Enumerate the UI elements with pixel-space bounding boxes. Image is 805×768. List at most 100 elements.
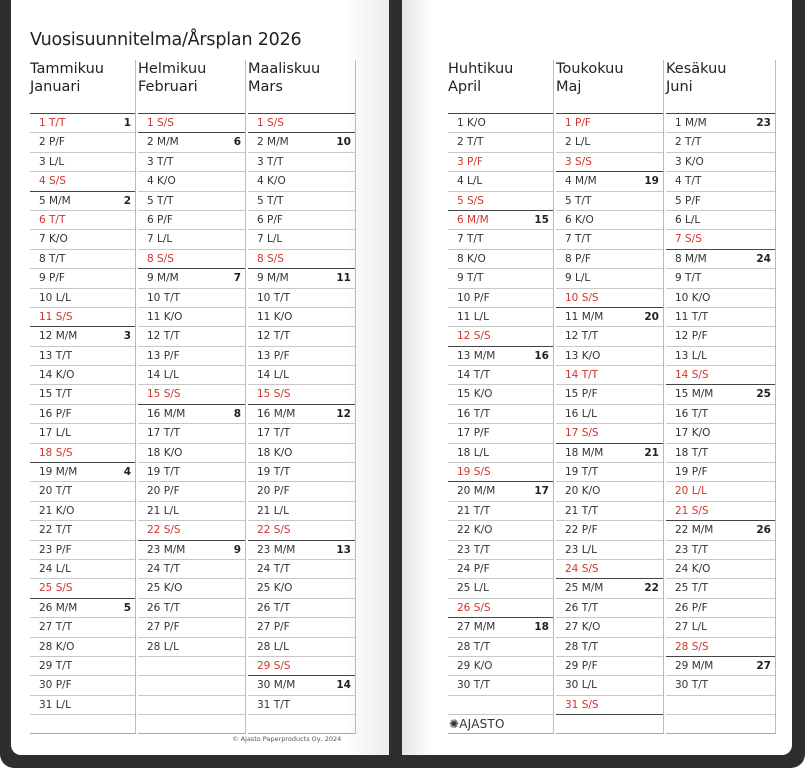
day-label: 13 P/F <box>257 349 290 362</box>
day-label: 28 L/L <box>257 640 289 653</box>
day-label: 9 M/M <box>147 272 179 285</box>
day-row: 11 T/T <box>666 306 775 326</box>
day-label: 21 L/L <box>147 504 179 517</box>
day-row: 7 L/L <box>248 229 355 248</box>
day-row: 11 K/O <box>248 306 355 326</box>
day-row: 2 T/T <box>448 132 553 151</box>
day-label: 1 M/M <box>675 117 707 129</box>
day-row: 2 M/M 6 <box>138 132 245 151</box>
day-label: 9 L/L <box>565 272 591 285</box>
day-row: 21 T/T <box>448 500 553 520</box>
day-label: 18 M/M <box>565 446 604 459</box>
day-row: 1 M/M 23 <box>666 113 775 132</box>
day-row: 11 L/L <box>448 306 553 326</box>
day-label: 12 M/M <box>39 330 78 343</box>
day-row: 31 T/T <box>248 694 355 714</box>
empty-row <box>248 714 355 734</box>
day-label: 31 S/S <box>565 698 599 711</box>
day-row: 20 T/T <box>30 481 135 500</box>
day-label: 31 T/T <box>257 698 291 711</box>
day-row: 4 M/M 19 <box>556 171 663 190</box>
day-label: 17 P/F <box>457 427 490 440</box>
day-row: 15 S/S <box>138 384 245 403</box>
empty-row <box>666 694 775 714</box>
week-number: 15 <box>534 213 549 226</box>
day-label: 12 S/S <box>457 330 491 343</box>
day-row: 8 M/M 24 <box>666 248 775 268</box>
day-label: 23 M/M <box>147 543 186 556</box>
day-row: 1 S/S <box>248 113 355 132</box>
week-number: 18 <box>534 621 549 634</box>
empty-row <box>30 714 135 734</box>
day-row: 11 K/O <box>138 306 245 326</box>
day-label: 12 T/T <box>565 330 599 343</box>
day-row: 24 T/T <box>138 558 245 578</box>
day-row: 14 T/T <box>556 365 663 384</box>
day-row: 22 T/T <box>30 520 135 539</box>
week-number: 6 <box>233 136 241 149</box>
day-row: 21 T/T <box>556 500 663 520</box>
day-label: 14 T/T <box>565 369 599 382</box>
day-label: 19 S/S <box>457 466 491 479</box>
month-name-sv: Juni <box>666 79 693 95</box>
day-label: 1 S/S <box>257 117 284 129</box>
day-label: 15 S/S <box>147 388 181 401</box>
day-label: 25 S/S <box>39 582 73 595</box>
day-row: 21 L/L <box>248 500 355 520</box>
month-column-februari: Helmikuu Februari 1 S/S 2 M/M 6 3 T/T 4 K/O 5 T… <box>138 60 246 734</box>
day-label: 27 K/O <box>565 621 601 634</box>
day-label: 21 S/S <box>675 504 709 517</box>
day-label: 15 M/M <box>675 388 714 401</box>
day-row: 7 L/L <box>138 229 245 248</box>
day-label: 23 T/T <box>457 543 491 556</box>
day-row: 21 K/O <box>30 500 135 520</box>
day-label: 25 K/O <box>147 582 183 595</box>
day-label: 7 T/T <box>457 233 484 246</box>
week-number: 14 <box>336 679 351 692</box>
day-row: 13 T/T <box>30 345 135 365</box>
week-number: 2 <box>123 194 131 207</box>
day-label: 9 T/T <box>457 272 484 285</box>
day-label: 6 T/T <box>39 213 66 226</box>
day-label: 11 S/S <box>39 310 73 323</box>
day-row: 10 S/S <box>556 287 663 307</box>
day-row: 19 M/M 4 <box>30 462 135 481</box>
day-label: 23 P/F <box>39 543 72 556</box>
day-label: 20 T/T <box>39 485 73 498</box>
day-label: 29 T/T <box>39 659 73 672</box>
day-label: 16 T/T <box>675 407 709 420</box>
day-row: 15 T/T <box>30 384 135 403</box>
day-row: 16 M/M 12 <box>248 403 355 423</box>
day-row: 14 T/T <box>448 365 553 384</box>
month-name-fi: Huhtikuu <box>448 61 514 77</box>
week-number: 17 <box>534 485 549 498</box>
day-row: 14 L/L <box>248 365 355 384</box>
week-number: 11 <box>336 272 351 285</box>
day-row: 8 S/S <box>138 248 245 268</box>
day-row: 3 P/F <box>448 151 553 171</box>
day-row: 6 T/T <box>30 209 135 229</box>
day-row: 6 K/O <box>556 209 663 229</box>
day-row: 25 M/M 22 <box>556 578 663 597</box>
day-row: 4 T/T <box>666 171 775 190</box>
day-label: 22 P/F <box>565 524 598 537</box>
day-label: 17 S/S <box>565 427 599 440</box>
day-row: 12 M/M 3 <box>30 326 135 345</box>
day-label: 10 T/T <box>147 291 181 304</box>
day-label: 24 S/S <box>565 562 599 575</box>
day-label: 14 L/L <box>257 369 289 382</box>
day-label: 23 T/T <box>675 543 709 556</box>
day-row: 15 K/O <box>448 384 553 403</box>
day-label: 30 M/M <box>257 679 296 692</box>
day-label: 30 T/T <box>675 679 709 692</box>
day-row: 13 M/M 16 <box>448 345 553 365</box>
month-header: Maaliskuu Mars <box>248 60 320 96</box>
day-row: 26 P/F <box>666 597 775 617</box>
day-label: 26 S/S <box>457 601 491 614</box>
day-row: 19 T/T <box>138 462 245 481</box>
day-row: 22 K/O <box>448 520 553 539</box>
day-label: 31 L/L <box>39 698 71 711</box>
week-number: 25 <box>756 388 771 401</box>
day-row: 28 L/L <box>248 636 355 656</box>
day-row: 31 S/S <box>556 694 663 714</box>
